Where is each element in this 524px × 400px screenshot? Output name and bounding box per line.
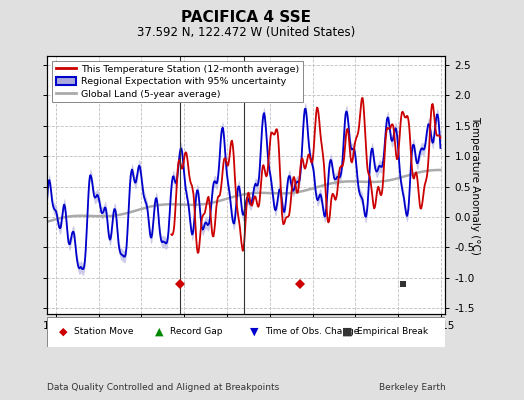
- Text: Berkeley Earth: Berkeley Earth: [379, 383, 445, 392]
- Text: ■: ■: [342, 326, 352, 336]
- Text: Record Gap: Record Gap: [170, 327, 222, 336]
- FancyBboxPatch shape: [47, 317, 445, 347]
- Text: 37.592 N, 122.472 W (United States): 37.592 N, 122.472 W (United States): [137, 26, 355, 39]
- Y-axis label: Temperature Anomaly (°C): Temperature Anomaly (°C): [471, 116, 481, 254]
- Text: ◆: ◆: [59, 326, 68, 336]
- Text: Data Quality Controlled and Aligned at Breakpoints: Data Quality Controlled and Aligned at B…: [47, 383, 279, 392]
- Text: ▲: ▲: [155, 326, 163, 336]
- Text: PACIFICA 4 SSE: PACIFICA 4 SSE: [181, 10, 311, 25]
- Text: ▼: ▼: [250, 326, 259, 336]
- Text: Station Move: Station Move: [74, 327, 134, 336]
- Text: Time of Obs. Change: Time of Obs. Change: [265, 327, 360, 336]
- Text: Empirical Break: Empirical Break: [357, 327, 428, 336]
- Legend: This Temperature Station (12-month average), Regional Expectation with 95% uncer: This Temperature Station (12-month avera…: [52, 61, 303, 102]
